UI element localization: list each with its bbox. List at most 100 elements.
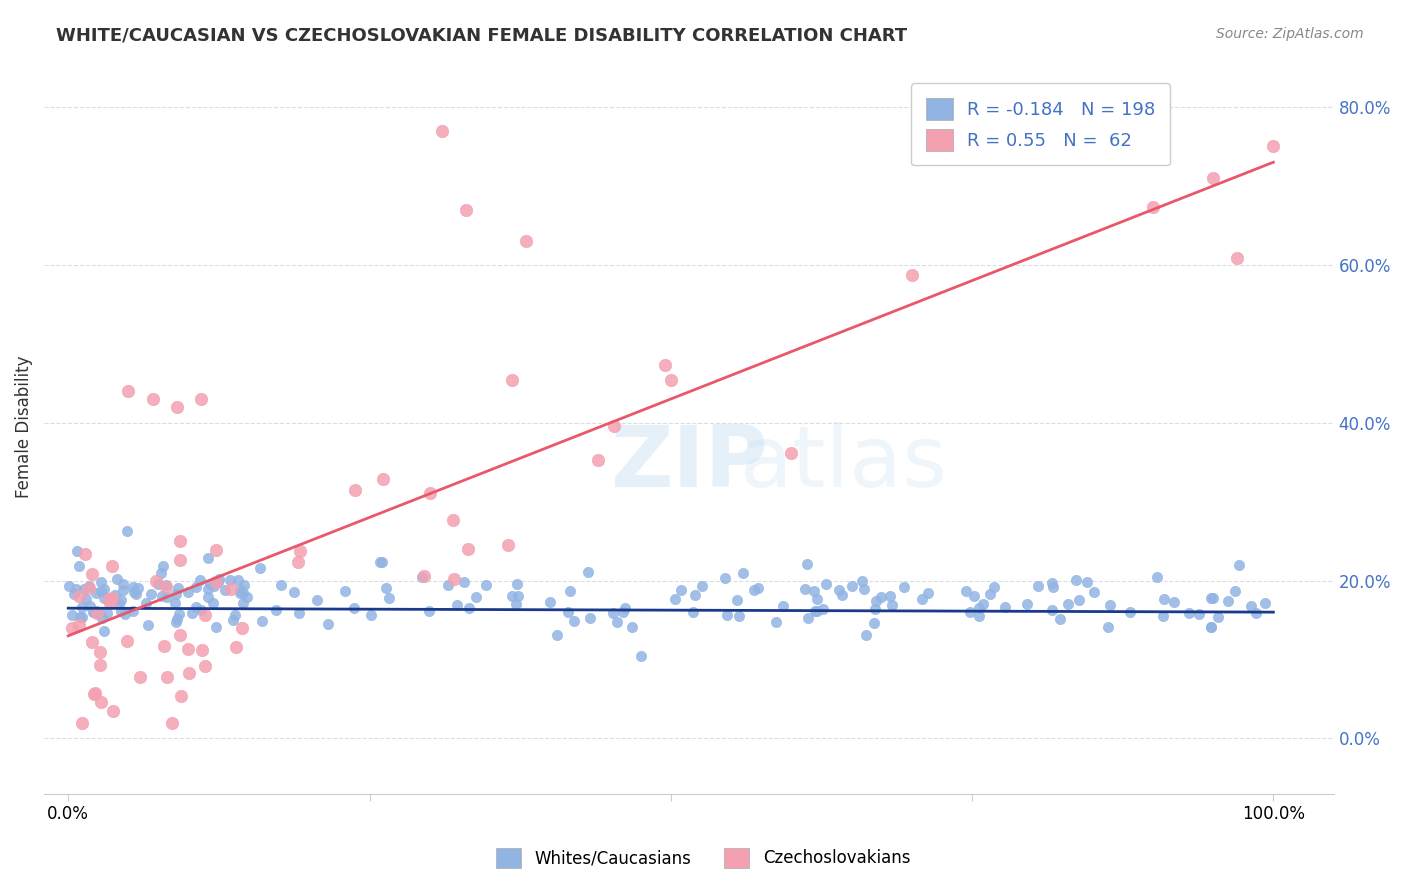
Point [214,583,236,598]
Point [669,582,692,597]
Point [620,619,643,633]
Point [190,392,212,406]
Point [194,659,217,673]
Point [413,569,436,583]
Point [219,574,242,588]
Point [368,555,391,569]
Point [562,614,585,628]
Point [177,585,200,599]
Point [1201,620,1223,634]
Point [110,604,132,618]
Point [841,579,863,593]
Point [360,608,382,623]
Point [506,590,529,604]
Point [202,579,225,593]
Point [1040,603,1063,617]
Point [983,580,1005,594]
Point [1254,596,1277,610]
Point [142,392,165,406]
Point [335,584,357,599]
Y-axis label: Female Disability: Female Disability [15,355,32,498]
Point [870,590,893,604]
Point [207,575,229,590]
Point [128,670,150,684]
Point [58,579,80,593]
Point [994,600,1017,615]
Point [443,572,465,586]
Point [546,628,568,642]
Point [121,580,143,594]
Point [155,581,177,595]
Point [831,588,853,602]
Point [112,577,135,591]
Point [197,591,219,605]
Point [1152,609,1174,624]
Point [1021,127,1043,141]
Point [1026,579,1049,593]
Point [853,582,876,596]
Point [917,586,939,600]
Point [505,597,527,611]
Point [879,589,901,603]
Point [967,601,990,615]
Point [90,611,112,625]
Point [893,581,915,595]
Point [146,576,169,591]
Point [79,599,101,613]
Point [177,642,200,657]
Point [67,558,90,573]
Point [145,574,167,588]
Point [606,615,628,629]
Point [197,582,219,596]
Point [124,585,146,599]
Point [90,574,112,589]
Point [169,628,191,642]
Point [803,584,825,599]
Point [1225,584,1247,599]
Point [75,592,97,607]
Point [167,581,190,595]
Point [747,581,769,595]
Point [252,614,274,628]
Point [1202,591,1225,605]
Point [1240,599,1263,613]
Point [93,582,115,597]
Point [70,610,93,624]
Point [1263,138,1285,153]
Point [160,715,183,730]
Point [1057,597,1080,611]
Point [221,613,243,627]
Point [208,572,231,586]
Point [1042,580,1064,594]
Point [911,592,934,607]
Point [496,538,519,552]
Point [166,612,188,626]
Point [165,596,187,610]
Point [70,715,93,730]
Point [229,585,252,599]
Point [370,555,392,569]
Point [60,608,83,623]
Point [198,577,221,591]
Point [603,419,626,434]
Point [65,544,87,558]
Point [186,580,208,594]
Point [1178,606,1201,620]
Point [506,576,529,591]
Point [288,606,311,620]
Point [1153,591,1175,606]
Point [86,606,108,620]
Point [865,594,887,608]
Point [155,578,177,592]
Point [115,524,138,539]
Point [67,589,90,603]
Point [86,604,108,618]
Point [765,615,787,629]
Point [82,635,104,649]
Point [184,599,207,614]
Point [82,606,104,620]
Point [441,512,464,526]
Point [104,588,127,602]
Point [586,453,609,467]
Point [86,586,108,600]
